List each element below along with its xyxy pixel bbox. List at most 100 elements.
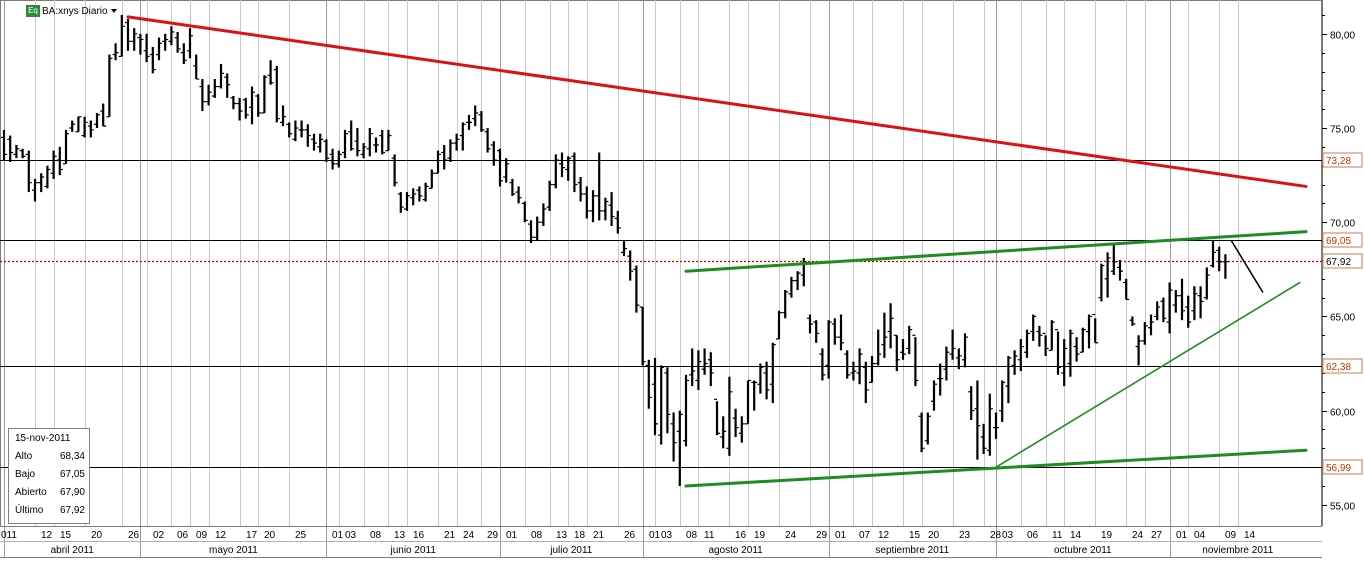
price-bar [1141,322,1148,345]
price-bar [75,116,82,133]
price-bar [25,150,32,193]
price-bar [1024,329,1030,358]
data-window-date: 15-nov-2011 [15,433,71,444]
price-bar [540,203,547,226]
price-bar [348,120,355,151]
price-bar [428,169,435,189]
price-bar [720,416,727,449]
price-bar [962,333,968,368]
price-bar [918,412,925,453]
x-day-label: 06 [1027,530,1039,541]
price-bar [732,408,739,438]
price-bar [1048,320,1055,351]
price-bar [1166,282,1173,334]
price-bar [87,120,94,138]
price-bar [69,120,76,132]
price-bar [639,306,646,366]
row-label: Alto [15,451,33,462]
price-bar [565,156,572,181]
price-bar [280,105,286,127]
price-bar [813,320,820,343]
price-bar [838,314,844,351]
price-bar [490,141,497,166]
price-bar [149,47,156,74]
x-day-label: 17 [246,530,258,541]
level-tag [1322,232,1363,248]
price-bar [125,18,131,51]
price-bar [32,178,38,202]
price-bar [683,374,689,447]
x-day-label: 12 [41,530,53,541]
row-value: 67,92 [59,505,85,516]
price-bar [968,386,975,421]
price-bar [856,348,863,385]
price-bar [1,129,7,161]
price-bar [435,150,441,174]
x-day-label: 20 [928,530,940,541]
price-bar [1154,301,1161,321]
price-bar [633,265,640,313]
price-bar [56,146,63,176]
price-bar [906,325,913,355]
x-month-label: octubre 2011 [1054,545,1112,556]
price-bar [156,37,162,61]
price-bar [416,186,423,202]
price-bar [1222,254,1229,279]
price-bar [497,148,503,187]
x-day-label: 01 [332,530,344,541]
price-bar [850,361,857,381]
data-window-row: Alto 68,34 [15,451,85,462]
price-bar [1005,355,1012,404]
price-bar [503,158,510,183]
price-bar [621,241,627,257]
price-bar [571,152,578,193]
price-bar [1135,335,1142,366]
x-day-label: 26 [624,530,636,541]
x-day-label: 14 [1244,530,1256,541]
price-bar [521,201,528,223]
x-day-label: 18 [574,530,586,541]
price-bar [143,33,150,63]
price-bar [385,129,392,152]
x-day-label: 12 [878,530,890,541]
level-tag [1322,459,1363,475]
price-bar [689,348,696,387]
trendline-channel-top [684,230,1308,273]
price-bar [224,73,231,98]
price-bar [1191,286,1198,321]
price-bar [986,393,993,456]
x-day-label: 13 [556,530,568,541]
price-bar [7,135,14,162]
symbol-selector[interactable]: Eq BA:xnys Diario [26,4,117,18]
price-bar [707,352,714,387]
chevron-down-icon[interactable] [110,9,117,13]
x-day-label: 01 [1176,530,1188,541]
x-day-label: 03 [661,530,673,541]
price-bar [1086,314,1092,349]
price-bar [887,303,894,349]
price-bar [94,112,100,129]
price-bar [1216,246,1223,272]
x-day-label: 06 [177,530,189,541]
price-bar [893,334,900,372]
price-bar [652,357,658,436]
level-tag [1322,358,1363,374]
price-bar [596,152,603,221]
price-bar [137,33,144,55]
price-bar [676,410,683,486]
price-bar [329,148,336,170]
level-tag-label: 69,05 [1326,236,1351,247]
price-bar [19,148,26,159]
y-tick-label: 80,00 [1330,31,1355,42]
price-bar [701,348,708,375]
price-bar [354,128,361,157]
level-tag [1322,253,1363,269]
price-bar [1061,339,1068,387]
row-label: Abierto [15,487,47,498]
x-day-label: 27 [1151,530,1163,541]
x-day-label: 15 [60,530,72,541]
price-bar [1110,244,1117,275]
price-bar [304,124,311,147]
price-bar [999,380,1006,422]
